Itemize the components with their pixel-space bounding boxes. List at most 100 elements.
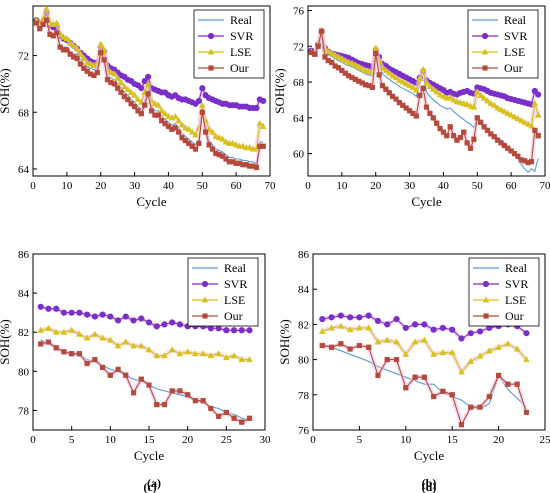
data-point	[322, 54, 328, 60]
data-point	[153, 323, 160, 330]
data-point	[253, 104, 260, 112]
data-point	[312, 51, 318, 57]
data-point	[138, 85, 145, 92]
chart-panel-1: 0 10 20 30 40 50 60 70646872CycleSOH(%)RealSVRL…	[0, 5, 277, 490]
data-point	[91, 313, 98, 320]
data-point	[223, 327, 230, 334]
data-point	[130, 317, 137, 324]
y-tick-label: 80	[18, 366, 30, 378]
data-point	[176, 350, 184, 357]
series-our	[319, 341, 530, 428]
plot-area	[33, 6, 267, 171]
data-point	[101, 57, 107, 63]
data-point	[385, 69, 393, 76]
legend-label: SVR	[224, 277, 247, 291]
series-lse	[318, 322, 530, 375]
y-axis-label: SOH(%)	[0, 319, 12, 365]
data-point	[393, 357, 400, 363]
x-tick-label: 70	[265, 180, 277, 192]
data-point	[177, 388, 183, 394]
legend: Real SVR LSE Our	[187, 257, 259, 327]
data-point	[186, 140, 192, 147]
data-point	[406, 82, 413, 89]
data-point	[80, 54, 88, 61]
data-point	[342, 70, 348, 76]
data-point	[372, 44, 380, 51]
data-point	[230, 327, 238, 334]
y-tick-label: 86	[18, 249, 30, 261]
data-point	[449, 326, 456, 333]
data-point	[348, 59, 356, 66]
plot-area	[318, 312, 530, 428]
data-point	[185, 392, 191, 398]
data-point	[477, 91, 485, 98]
data-point	[151, 100, 159, 107]
data-point	[480, 94, 488, 101]
data-point	[115, 366, 121, 372]
data-point	[114, 317, 122, 324]
x-tick-label: 20	[370, 180, 382, 192]
data-point	[121, 83, 128, 90]
data-point	[98, 50, 104, 56]
data-point	[403, 105, 409, 111]
data-point	[487, 99, 495, 107]
y-tick-label: 64	[18, 164, 30, 176]
data-point	[199, 350, 207, 357]
data-point	[45, 339, 52, 345]
data-point	[184, 348, 192, 355]
data-point	[215, 413, 222, 419]
data-point	[159, 118, 165, 124]
data-point	[63, 34, 71, 42]
data-point	[222, 354, 230, 361]
plot-area	[308, 26, 542, 173]
data-point	[339, 67, 345, 74]
data-point	[477, 404, 483, 410]
legend-label: SVR	[504, 29, 527, 43]
data-point	[392, 73, 400, 81]
data-point	[406, 108, 413, 114]
data-point	[92, 357, 98, 363]
data-point	[130, 390, 137, 396]
data-point	[68, 309, 75, 316]
data-point	[223, 156, 229, 162]
data-point	[199, 109, 205, 115]
data-point	[53, 19, 61, 26]
legend-box	[187, 257, 259, 327]
data-point	[33, 20, 39, 26]
series-lse	[33, 6, 267, 152]
data-point	[107, 372, 113, 378]
data-point	[138, 111, 144, 117]
data-point	[84, 68, 90, 74]
data-point	[198, 101, 206, 108]
data-point	[169, 388, 175, 394]
data-point	[507, 111, 515, 118]
data-point	[328, 314, 335, 321]
data-point	[463, 100, 471, 107]
x-tick-label: 20	[95, 180, 107, 192]
legend-box	[467, 9, 539, 79]
plot-frame	[312, 253, 546, 431]
data-point	[328, 49, 336, 56]
legend-label: Our	[504, 61, 523, 75]
data-point	[94, 69, 100, 76]
data-point	[389, 72, 396, 79]
data-point	[400, 102, 406, 108]
data-point	[208, 405, 214, 412]
data-point	[260, 97, 267, 105]
data-point	[178, 121, 186, 128]
data-point	[175, 129, 182, 135]
data-point	[467, 357, 475, 364]
data-point	[324, 48, 332, 55]
data-point	[161, 110, 169, 117]
data-point	[470, 103, 478, 110]
data-point	[504, 340, 512, 347]
data-point	[182, 137, 188, 144]
data-point	[379, 64, 386, 71]
data-point	[192, 398, 199, 404]
data-point	[53, 305, 60, 312]
plot-frame	[307, 5, 546, 177]
data-point	[458, 335, 465, 342]
data-point	[107, 68, 115, 76]
data-point	[161, 321, 168, 328]
data-point	[246, 355, 253, 363]
